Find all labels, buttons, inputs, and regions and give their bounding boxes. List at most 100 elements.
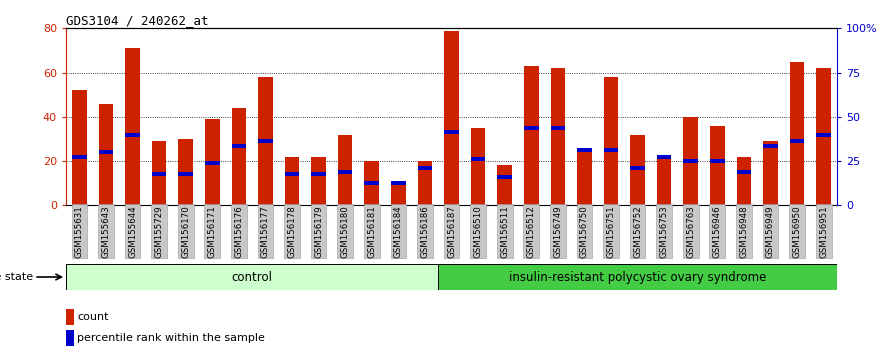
Bar (470, 157, 485, 161)
Bar (737, 170, 751, 174)
Bar (125, 48, 140, 205)
Bar (66, 330, 74, 346)
Bar (763, 144, 778, 148)
Bar (365, 161, 379, 205)
Text: GSM155729: GSM155729 (154, 205, 164, 258)
Bar (99, 104, 114, 205)
FancyBboxPatch shape (285, 204, 300, 258)
Text: GSM156177: GSM156177 (261, 205, 270, 258)
FancyBboxPatch shape (656, 204, 672, 258)
Bar (205, 161, 219, 165)
Text: GSM156950: GSM156950 (793, 205, 802, 258)
FancyBboxPatch shape (152, 204, 167, 258)
Text: GSM156751: GSM156751 (606, 205, 616, 258)
FancyBboxPatch shape (763, 204, 778, 258)
Bar (524, 126, 538, 130)
Bar (66, 309, 74, 325)
FancyBboxPatch shape (337, 204, 353, 258)
FancyBboxPatch shape (709, 204, 725, 258)
Bar (789, 62, 804, 205)
FancyBboxPatch shape (497, 204, 513, 258)
Text: GSM156178: GSM156178 (287, 205, 297, 258)
Bar (99, 150, 114, 154)
Text: GSM156171: GSM156171 (208, 205, 217, 258)
Text: GSM155644: GSM155644 (128, 205, 137, 258)
FancyBboxPatch shape (470, 204, 486, 258)
Bar (524, 66, 538, 205)
Text: GSM156179: GSM156179 (315, 205, 323, 258)
FancyBboxPatch shape (125, 204, 140, 258)
Text: GSM156187: GSM156187 (447, 205, 456, 258)
Bar (178, 172, 193, 176)
Bar (657, 156, 671, 205)
FancyBboxPatch shape (438, 264, 837, 290)
Text: GSM156511: GSM156511 (500, 205, 509, 258)
FancyBboxPatch shape (311, 204, 327, 258)
FancyBboxPatch shape (417, 204, 433, 258)
FancyBboxPatch shape (603, 204, 618, 258)
FancyBboxPatch shape (364, 204, 380, 258)
Text: percentile rank within the sample: percentile rank within the sample (78, 333, 265, 343)
FancyBboxPatch shape (550, 204, 566, 258)
Bar (817, 68, 831, 205)
Bar (498, 175, 512, 178)
Bar (444, 30, 459, 205)
FancyBboxPatch shape (257, 204, 273, 258)
FancyBboxPatch shape (523, 204, 539, 258)
FancyBboxPatch shape (444, 204, 459, 258)
Text: control: control (232, 270, 272, 284)
Bar (391, 183, 405, 205)
Bar (710, 159, 725, 163)
Bar (444, 130, 459, 134)
Text: GSM156949: GSM156949 (766, 205, 775, 258)
Bar (763, 141, 778, 205)
Text: GSM156951: GSM156951 (819, 205, 828, 258)
Bar (789, 139, 804, 143)
Text: GSM155631: GSM155631 (75, 205, 84, 258)
Bar (551, 68, 565, 205)
Bar (152, 141, 167, 205)
Bar (737, 156, 751, 205)
Bar (817, 132, 831, 137)
FancyBboxPatch shape (683, 204, 699, 258)
Bar (630, 166, 645, 170)
Bar (285, 156, 300, 205)
Text: GSM156763: GSM156763 (686, 205, 695, 258)
Bar (232, 144, 246, 148)
Bar (338, 170, 352, 174)
Text: count: count (78, 312, 108, 322)
Text: GSM156749: GSM156749 (553, 205, 562, 258)
Bar (684, 159, 698, 163)
Bar (72, 90, 86, 205)
FancyBboxPatch shape (71, 204, 87, 258)
Bar (551, 126, 565, 130)
Text: GSM156181: GSM156181 (367, 205, 376, 258)
FancyBboxPatch shape (204, 204, 220, 258)
Text: GSM156184: GSM156184 (394, 205, 403, 258)
Text: GSM156510: GSM156510 (474, 205, 483, 258)
Text: disease state: disease state (0, 272, 33, 282)
Bar (125, 132, 140, 137)
Bar (311, 172, 326, 176)
FancyBboxPatch shape (98, 204, 114, 258)
FancyBboxPatch shape (816, 204, 832, 258)
Bar (338, 135, 352, 205)
Bar (178, 139, 193, 205)
Bar (603, 148, 618, 152)
Bar (657, 155, 671, 159)
Text: GSM156170: GSM156170 (181, 205, 190, 258)
Text: insulin-resistant polycystic ovary syndrome: insulin-resistant polycystic ovary syndr… (509, 270, 766, 284)
Text: GSM156753: GSM156753 (660, 205, 669, 258)
FancyBboxPatch shape (66, 264, 438, 290)
Bar (470, 128, 485, 205)
Text: GSM156176: GSM156176 (234, 205, 243, 258)
Bar (285, 172, 300, 176)
Text: GSM156512: GSM156512 (527, 205, 536, 258)
Bar (152, 172, 167, 176)
Bar (498, 166, 512, 205)
FancyBboxPatch shape (736, 204, 751, 258)
Text: GSM156180: GSM156180 (341, 205, 350, 258)
Bar (365, 181, 379, 185)
Bar (710, 126, 725, 205)
Text: GSM156186: GSM156186 (420, 205, 429, 258)
